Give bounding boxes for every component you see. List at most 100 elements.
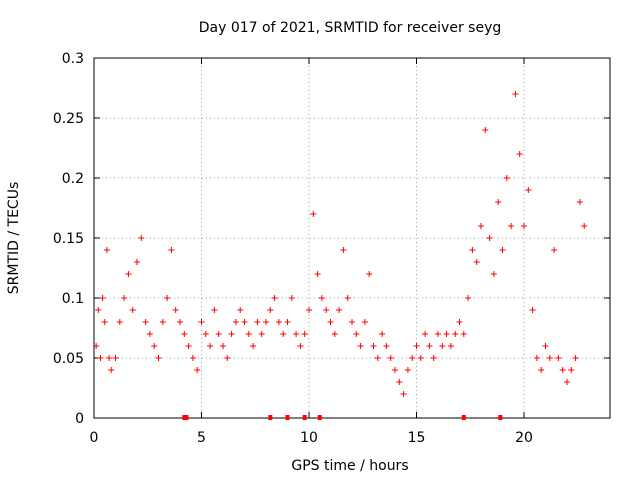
data-point — [452, 331, 459, 337]
data-point — [106, 355, 113, 361]
data-point — [370, 343, 377, 349]
data-point — [529, 307, 536, 313]
data-point — [422, 331, 429, 337]
data-point — [555, 355, 562, 361]
data-point — [490, 271, 497, 277]
x-tick-label: 5 — [197, 430, 206, 446]
y-tick-label: 0.15 — [53, 231, 84, 247]
bottom-marker — [268, 415, 273, 420]
data-point — [417, 355, 424, 361]
data-point — [361, 319, 368, 325]
data-point — [357, 343, 364, 349]
grid-lines — [94, 58, 610, 418]
data-point — [521, 223, 527, 229]
data-point — [103, 247, 110, 253]
data-point — [189, 355, 196, 361]
data-point — [220, 343, 226, 349]
data-point — [258, 331, 265, 337]
data-point — [202, 331, 209, 337]
bottom-marker — [285, 415, 290, 420]
data-point — [460, 331, 467, 337]
data-point — [172, 307, 179, 313]
x-tick-label: 10 — [300, 430, 318, 446]
data-point — [108, 367, 115, 373]
data-point — [559, 367, 566, 373]
data-point — [263, 319, 269, 325]
data-point — [542, 343, 549, 349]
data-point — [568, 367, 575, 373]
data-point — [495, 199, 502, 205]
data-point — [426, 343, 433, 349]
data-point — [155, 355, 162, 361]
y-tick-label: 0.2 — [62, 171, 84, 187]
bottom-marker — [182, 415, 187, 420]
data-point — [134, 259, 140, 265]
data-point — [293, 331, 300, 337]
data-point — [185, 343, 192, 349]
data-point — [275, 319, 282, 325]
data-point — [551, 247, 558, 253]
data-point — [101, 319, 108, 325]
data-point — [323, 307, 330, 313]
data-point — [159, 319, 166, 325]
data-point — [581, 223, 588, 229]
data-point — [331, 331, 338, 337]
data-point — [392, 367, 398, 373]
data-point — [310, 211, 317, 217]
data-point — [194, 367, 201, 373]
axis-ticks: 0 0.05 0.1 0.15 0.2 0.25 0.3 0 5 10 15 20 — [53, 51, 610, 446]
data-point — [129, 307, 136, 313]
data-point — [499, 247, 506, 253]
data-point — [396, 379, 403, 385]
data-point — [430, 355, 437, 361]
data-point — [224, 355, 231, 361]
data-point — [138, 235, 145, 241]
data-point — [469, 247, 476, 253]
data-point — [447, 343, 454, 349]
data-point — [271, 295, 278, 301]
bottom-marker — [498, 415, 503, 420]
data-point — [443, 331, 450, 337]
data-point — [413, 343, 420, 349]
y-tick-label: 0.3 — [62, 51, 84, 67]
data-point — [383, 343, 390, 349]
data-point — [387, 355, 394, 361]
data-point — [486, 235, 493, 241]
data-point — [572, 355, 579, 361]
data-point — [503, 175, 510, 181]
bottom-marker — [302, 415, 307, 420]
data-point — [228, 331, 235, 337]
data-point — [512, 91, 519, 97]
data-point — [366, 271, 373, 277]
data-point — [164, 295, 171, 301]
data-point — [516, 151, 523, 157]
bottom-marker — [184, 415, 189, 420]
data-point — [576, 199, 583, 205]
x-tick-label: 20 — [515, 430, 533, 446]
data-point — [181, 331, 188, 337]
data-point — [482, 127, 489, 133]
data-point — [207, 343, 214, 349]
y-axis-label: SRMTID / TECUs — [6, 182, 22, 295]
bottom-markers — [182, 415, 503, 420]
bottom-marker — [461, 415, 466, 420]
x-tick-label: 15 — [408, 430, 426, 446]
data-point — [318, 295, 325, 301]
y-tick-label: 0.05 — [53, 351, 84, 367]
chart-title: Day 017 of 2021, SRMTID for receiver sey… — [199, 20, 502, 36]
data-point — [439, 343, 446, 349]
data-point — [435, 331, 441, 337]
data-points — [93, 91, 588, 397]
data-point — [525, 187, 532, 193]
data-point — [456, 319, 463, 325]
data-point — [284, 319, 291, 325]
data-point — [237, 307, 244, 313]
data-point — [340, 247, 347, 253]
data-point — [241, 319, 248, 325]
data-point — [250, 343, 257, 349]
x-axis-label: GPS time / hours — [291, 458, 408, 474]
data-point — [288, 295, 295, 301]
data-point — [327, 319, 334, 325]
y-tick-label: 0.1 — [62, 291, 84, 307]
data-point — [379, 331, 386, 337]
